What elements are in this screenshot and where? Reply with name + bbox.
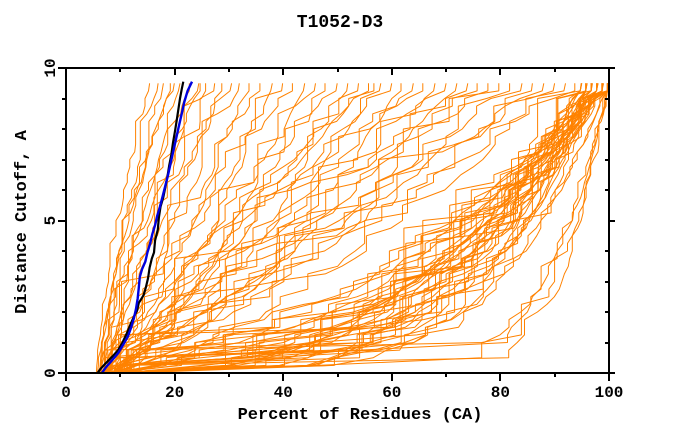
orange-model-curve (112, 83, 458, 374)
orange-model-curve (107, 83, 533, 374)
orange-model-curve (103, 83, 207, 374)
orange-model-curve (104, 83, 402, 373)
x-tick-label: 20 (165, 384, 184, 402)
x-tick-label: 80 (491, 384, 510, 402)
orange-model-curve (128, 83, 599, 373)
orange-model-curve (132, 83, 583, 374)
x-axis-label: Percent of Residues (CA) (238, 406, 483, 425)
orange-model-curve (122, 83, 610, 374)
tick-labels: 0 20 40 60 80 100 0 5 10 (42, 58, 623, 402)
orange-model-curve (116, 83, 359, 374)
axes (58, 67, 615, 381)
orange-model-curve (114, 83, 609, 374)
orange-model-curve (105, 83, 201, 374)
orange-model-curve (114, 83, 609, 374)
orange-model-curve (113, 83, 556, 374)
orange-model-curve (112, 83, 608, 374)
orange-model-curve (100, 83, 175, 374)
orange-model-curve (125, 83, 608, 374)
orange-model-curve (131, 83, 603, 373)
orange-model-curve (99, 83, 171, 374)
orange-model-curve (101, 83, 190, 373)
orange-model-curve (113, 83, 605, 374)
orange-model-curve (128, 83, 592, 374)
orange-model-curve (107, 83, 424, 373)
blue-model-curve (100, 81, 194, 374)
orange-model-curve (112, 83, 338, 374)
orange-model-curve (130, 83, 609, 373)
orange-model-curve (138, 83, 610, 373)
y-tick-label: 10 (42, 58, 60, 77)
orange-model-curve (107, 83, 233, 374)
y-tick-label: 5 (42, 216, 60, 226)
orange-model-curve (119, 83, 576, 373)
model-curves (95, 81, 610, 374)
orange-model-curve (95, 83, 151, 374)
orange-model-curve (103, 83, 523, 374)
orange-model-curve (130, 83, 608, 373)
orange-model-curve (101, 83, 261, 374)
orange-model-curve (116, 83, 566, 374)
y-tick-label: 0 (42, 368, 60, 378)
orange-model-curve (136, 83, 608, 374)
orange-model-curve (111, 83, 326, 374)
x-tick-label: 40 (274, 384, 293, 402)
orange-model-curve (117, 83, 369, 374)
orange-model-curve (108, 83, 588, 374)
x-tick-label: 100 (595, 384, 624, 402)
orange-model-curve (108, 83, 375, 374)
orange-model-curve (108, 83, 306, 374)
orange-model-curve (100, 83, 181, 373)
orange-model-curve (109, 83, 316, 373)
orange-model-curve (118, 83, 500, 373)
orange-model-curve (98, 83, 164, 374)
orange-model-curve (113, 83, 469, 374)
orange-model-curve (117, 83, 489, 374)
chart-title: T1052-D3 (297, 13, 383, 33)
black-model-curve (96, 81, 185, 374)
orange-model-curve (117, 83, 608, 373)
x-tick-label: 60 (382, 384, 401, 402)
orange-model-curve (126, 83, 608, 373)
orange-model-curve (110, 83, 545, 374)
orange-model-curve (106, 83, 293, 373)
orange-model-curve (101, 83, 511, 374)
y-axis-label: Distance Cutoff, A (13, 129, 32, 313)
orange-model-curve (102, 83, 393, 374)
x-tick-label: 0 (61, 384, 71, 402)
